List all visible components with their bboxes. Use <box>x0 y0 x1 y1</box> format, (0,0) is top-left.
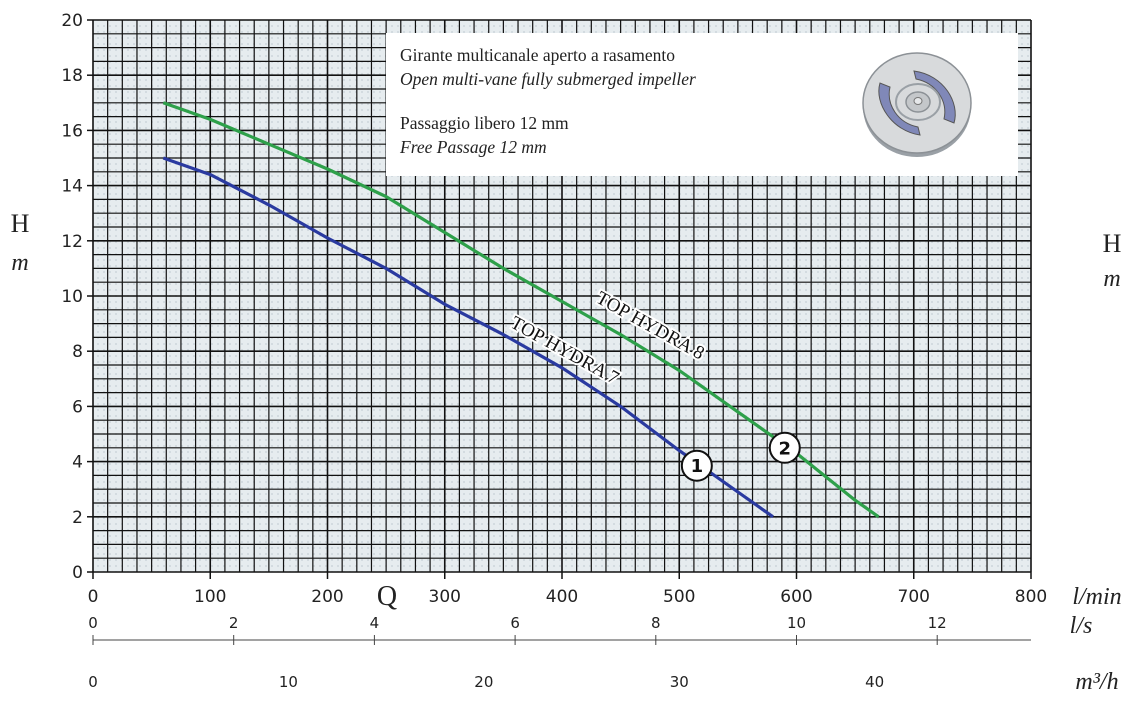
y-tick-label: 10 <box>61 287 83 307</box>
x-tick-label-lmin: 600 <box>780 587 812 607</box>
x-tick-label-ls: 4 <box>370 614 380 632</box>
x-tick-label-m3h: 10 <box>279 673 298 691</box>
x-tick-label-lmin: 0 <box>88 587 99 607</box>
y-tick-label: 0 <box>72 563 83 583</box>
x-tick-label-lmin: 300 <box>429 587 461 607</box>
x-tick-label-lmin: 800 <box>1015 587 1047 607</box>
info-line-1: Girante multicanale aperto a rasamento <box>400 45 676 65</box>
x-unit-m3h: m³/h <box>1075 669 1118 695</box>
x-tick-label-ls: 2 <box>229 614 239 632</box>
y-tick-label: 14 <box>61 177 83 197</box>
series-badge-1 <box>680 449 713 482</box>
x-tick-label-m3h: 40 <box>865 673 884 691</box>
series-badge-label-1: 1 <box>691 456 704 477</box>
x-tick-label-lmin: 100 <box>194 587 226 607</box>
x-tick-label-ls: 0 <box>88 614 98 632</box>
x-tick-label-lmin: 500 <box>663 587 695 607</box>
y-tick-label: 18 <box>61 66 83 86</box>
x-tick-label-m3h: 20 <box>474 673 493 691</box>
y-axis-unit-right: m <box>1103 266 1120 292</box>
info-box: Girante multicanale aperto a rasamento O… <box>386 33 1018 176</box>
y-tick-label: 2 <box>72 508 83 528</box>
y-tick-label: 4 <box>72 453 83 473</box>
y-axis-unit-left: m <box>11 250 28 276</box>
y-tick-label: 8 <box>72 342 83 362</box>
x-tick-label-ls: 6 <box>510 614 520 632</box>
x-tick-label-m3h: 0 <box>88 673 98 691</box>
series-badge-2 <box>768 431 801 464</box>
x-tick-label-lmin: 400 <box>546 587 578 607</box>
info-line-4: Free Passage 12 mm <box>400 137 547 157</box>
x-tick-label-lmin: 200 <box>311 587 343 607</box>
series-badge-label-2: 2 <box>779 438 792 459</box>
x-tick-label-m3h: 30 <box>670 673 689 691</box>
x-tick-label-ls: 10 <box>787 614 806 632</box>
x-axis-label-q: Q <box>377 581 397 612</box>
x-tick-label-lmin: 700 <box>898 587 930 607</box>
y-tick-label: 6 <box>72 397 83 417</box>
x-tick-label-ls: 12 <box>928 614 947 632</box>
x-unit-ls: l/s <box>1070 613 1093 639</box>
y-tick-label: 20 <box>61 11 83 31</box>
y-tick-label: 16 <box>61 121 83 141</box>
info-line-2: Open multi-vane fully submerged impeller <box>400 69 696 89</box>
x-tick-label-ls: 8 <box>651 614 661 632</box>
info-line-3: Passaggio libero 12 mm <box>400 113 569 133</box>
y-axis-label-right: H <box>1103 229 1122 258</box>
y-tick-label: 12 <box>61 232 83 252</box>
x-unit-lmin: l/min <box>1072 584 1121 610</box>
impeller-image <box>862 52 972 157</box>
y-axis-label-left: H <box>11 209 30 238</box>
